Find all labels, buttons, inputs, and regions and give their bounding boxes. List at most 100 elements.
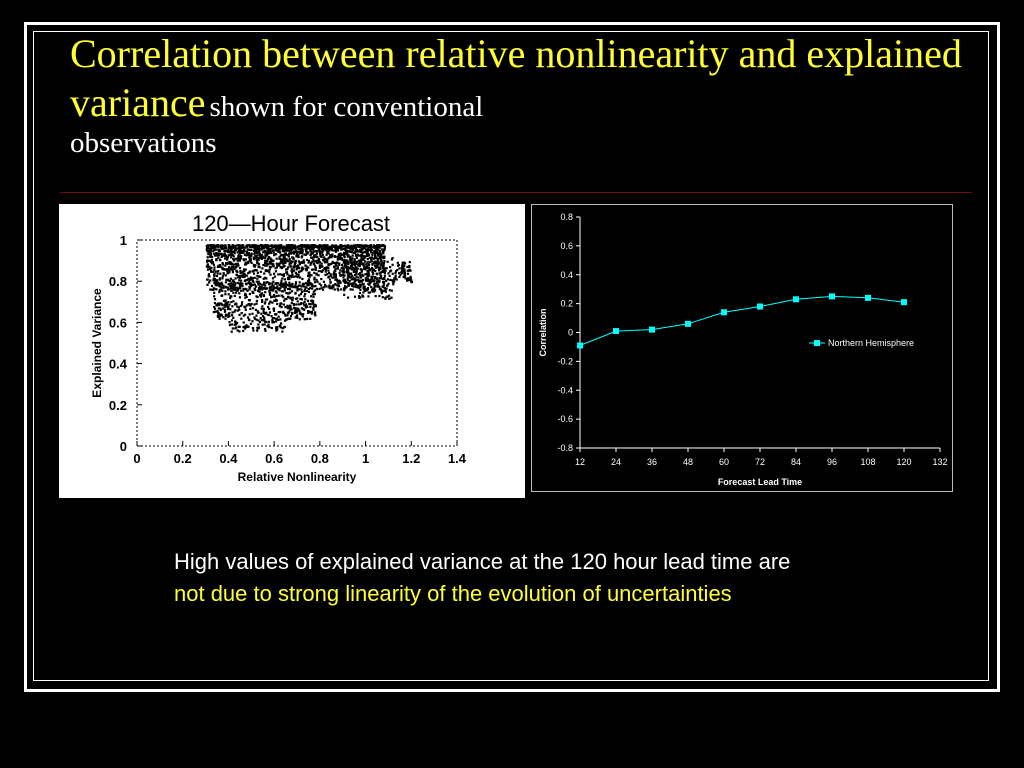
scatter-point [256, 259, 259, 262]
scatter-point [272, 280, 275, 283]
scatter-point [331, 261, 334, 264]
scatter-point [409, 277, 412, 280]
scatter-point [330, 247, 333, 250]
scatter-point [360, 253, 363, 257]
scatter-point [269, 244, 272, 247]
scatter-title: 120—Hour Forecast [192, 211, 390, 236]
scatter-point [209, 279, 212, 282]
scatter-point [284, 306, 287, 309]
scatter-point [227, 279, 230, 282]
scatter-point [245, 250, 249, 253]
scatter-point [233, 310, 236, 313]
scatter-point [318, 248, 321, 251]
scatter-y-tick-label: 1 [120, 233, 127, 248]
scatter-point [282, 296, 285, 299]
scatter-point [220, 302, 223, 305]
scatter-point [224, 274, 227, 277]
scatter-point [281, 285, 284, 288]
scatter-point [268, 293, 272, 296]
scatter-point [228, 269, 231, 272]
scatter-point [379, 255, 382, 258]
scatter-point [265, 269, 268, 272]
scatter-point [379, 258, 382, 262]
scatter-point [211, 284, 214, 288]
scatter-point [234, 327, 237, 330]
scatter-point [210, 245, 213, 248]
scatter-point [244, 287, 247, 290]
scatter-point [213, 248, 216, 252]
scatter-point [371, 253, 374, 257]
scatter-point [275, 299, 278, 302]
scatter-point [228, 260, 231, 264]
scatter-point [231, 284, 234, 287]
scatter-point [367, 274, 370, 277]
scatter-point [218, 245, 221, 248]
scatter-point [260, 248, 263, 251]
scatter-point [278, 262, 281, 265]
scatter-point [309, 305, 312, 309]
scatter-point [310, 261, 313, 265]
scatter-point [307, 310, 310, 313]
scatter-point [331, 285, 334, 288]
scatter-point [277, 288, 280, 291]
scatter-point [223, 252, 226, 255]
scatter-point [396, 261, 399, 264]
scatter-point [309, 287, 312, 290]
scatter-point [277, 250, 280, 253]
scatter-point [225, 305, 228, 308]
scatter-point [235, 273, 238, 276]
scatter-point [262, 245, 266, 249]
scatter-point [208, 265, 211, 268]
scatter-point [231, 305, 234, 308]
scatter-point [351, 282, 354, 285]
scatter-point [380, 263, 383, 266]
scatter-point [342, 271, 345, 274]
scatter-point [407, 277, 410, 280]
scatter-point [266, 247, 269, 250]
scatter-point [227, 293, 230, 296]
scatter-point [395, 270, 398, 273]
scatter-point [359, 274, 362, 277]
scatter-point [247, 251, 250, 255]
scatter-point [406, 265, 409, 268]
scatter-point [217, 270, 220, 273]
scatter-point [355, 285, 358, 289]
scatter-point [386, 284, 389, 287]
scatter-point [359, 268, 362, 271]
scatter-point [265, 287, 268, 290]
scatter-point [239, 304, 242, 308]
scatter-point [354, 284, 357, 287]
scatter-point [280, 302, 283, 305]
scatter-point [314, 268, 317, 271]
scatter-point [332, 249, 335, 252]
scatter-point [378, 261, 381, 264]
scatter-point [314, 255, 317, 258]
scatter-point [410, 279, 413, 282]
scatter-point [352, 270, 355, 273]
scatter-point [242, 245, 245, 248]
scatter-point [318, 261, 322, 264]
scatter-point [362, 262, 365, 265]
scatter-point [212, 311, 215, 314]
scatter-point [243, 268, 246, 271]
scatter-point [275, 262, 278, 265]
scatter-point [206, 250, 209, 253]
caption-highlight-text: not due to strong linearity of the evolu… [174, 580, 732, 606]
scatter-point [260, 283, 263, 286]
scatter-point [255, 314, 258, 317]
scatter-point [289, 285, 292, 288]
scatter-point [217, 264, 220, 267]
scatter-point [245, 251, 248, 255]
scatter-point [213, 302, 216, 305]
scatter-point [357, 279, 360, 282]
scatter-point [281, 249, 284, 252]
scatter-point [343, 248, 346, 251]
scatter-point [206, 260, 209, 263]
scatter-point [235, 326, 238, 329]
scatter-point [322, 280, 325, 283]
line-x-tick-label: 72 [755, 457, 765, 467]
scatter-point [235, 286, 239, 289]
scatter-point [298, 263, 301, 266]
scatter-point [224, 293, 227, 296]
scatter-point [288, 257, 291, 261]
